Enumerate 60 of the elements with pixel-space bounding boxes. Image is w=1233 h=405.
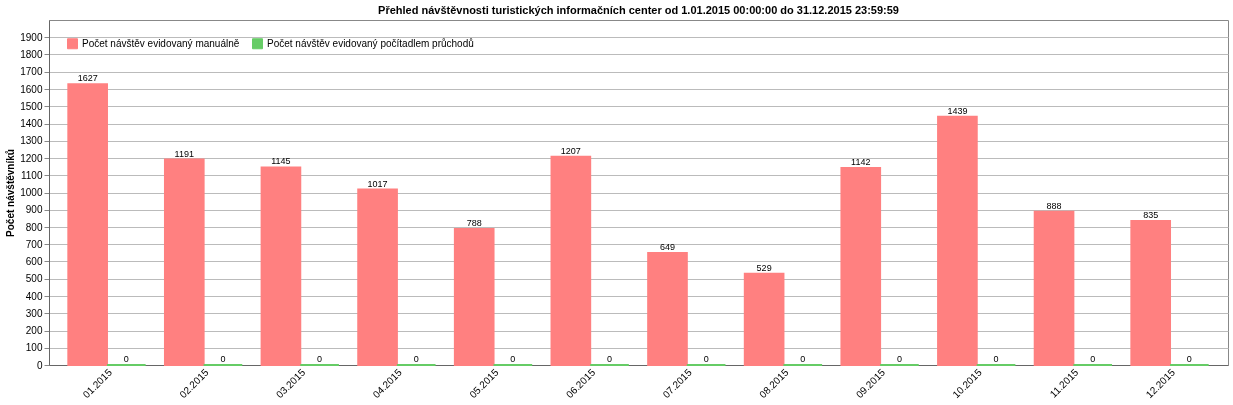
- data-label: 0: [220, 354, 226, 364]
- data-label: 0: [413, 354, 419, 364]
- bar: [743, 272, 785, 366]
- bar: [67, 83, 108, 366]
- bar: [260, 166, 302, 366]
- y-tick-label: 1500: [20, 100, 43, 112]
- data-label: 529: [756, 262, 772, 273]
- data-label: 788: [466, 218, 482, 229]
- bar: [840, 167, 882, 366]
- data-label: 1145: [271, 156, 291, 167]
- bar: [1130, 219, 1172, 366]
- y-tick-label: 1700: [20, 66, 43, 78]
- data-label: 888: [1046, 200, 1062, 211]
- bar: [937, 115, 978, 366]
- y-tick-label: 600: [25, 256, 43, 267]
- data-label: 1627: [77, 73, 98, 84]
- data-label: 1191: [174, 148, 194, 159]
- data-label: 649: [659, 242, 676, 253]
- bar: [647, 252, 688, 366]
- y-tick-label: 700: [25, 238, 43, 250]
- data-label: 0: [896, 354, 902, 364]
- bar: [1033, 210, 1075, 366]
- y-tick-label: 1900: [20, 31, 43, 43]
- y-tick-label: 1800: [20, 49, 43, 60]
- data-label: 0: [703, 354, 709, 364]
- y-tick-label: 300: [25, 307, 43, 319]
- data-label: 0: [1186, 354, 1192, 364]
- bar: [550, 155, 592, 366]
- bar: [453, 228, 495, 366]
- y-tick-label: 1600: [20, 83, 43, 95]
- y-tick-label: 900: [25, 204, 43, 216]
- chart-title: Přehled návštěvnosti turistických informačních center od 1.01.2015 00:00:00 do 31.12.2015 23:59:59: [378, 4, 899, 16]
- data-label: 0: [1090, 354, 1096, 364]
- data-label: 0: [123, 354, 129, 364]
- y-tick-label: 100: [25, 342, 43, 354]
- data-label: 1439: [947, 105, 968, 116]
- data-label: 1207: [560, 145, 581, 156]
- y-tick-label: 1100: [20, 169, 43, 181]
- y-tick-label: 1400: [20, 118, 43, 129]
- y-tick-label: 400: [25, 290, 43, 302]
- data-label: 1017: [367, 178, 388, 189]
- y-tick-label: 0: [36, 359, 43, 371]
- legend-label: Počet návštěv evidovaný manuálně: [82, 37, 240, 49]
- y-axis-title: Počet návštěvníků: [5, 149, 17, 237]
- data-label: 0: [800, 354, 806, 364]
- bar: [357, 188, 398, 366]
- y-tick-label: 800: [25, 221, 43, 233]
- y-tick-label: 1300: [20, 135, 43, 147]
- bar: [163, 158, 205, 366]
- data-label: 1142: [851, 157, 871, 168]
- data-label: 0: [317, 354, 323, 364]
- data-label: 835: [1143, 209, 1159, 220]
- y-tick-label: 200: [25, 325, 43, 336]
- legend-label: Počet návštěv evidovaný počítadlem průchodů: [267, 37, 474, 49]
- data-label: 0: [510, 354, 516, 364]
- y-tick-label: 1200: [20, 152, 43, 164]
- data-label: 0: [607, 354, 613, 364]
- y-tick-label: 1000: [20, 187, 43, 198]
- data-label: 0: [993, 354, 999, 364]
- y-tick-label: 500: [25, 273, 43, 285]
